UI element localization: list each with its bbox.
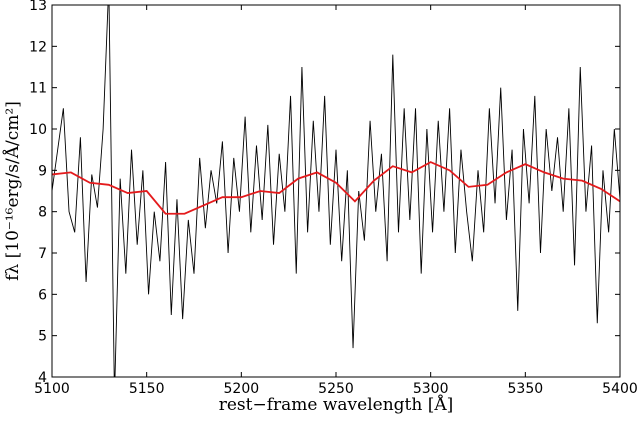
y-tick-label: 6 (38, 287, 47, 303)
axes-frame (51, 4, 621, 378)
y-tick-label: 5 (38, 329, 47, 345)
x-tick-label: 5400 (602, 381, 637, 397)
x-tick-label: 5250 (318, 381, 354, 397)
y-tick-label: 8 (38, 205, 47, 221)
y-tick-label: 13 (29, 0, 47, 14)
y-tick-label: 10 (29, 122, 47, 138)
y-axis-label: fλ [10⁻¹⁶erg/s/Å/cm²] (2, 101, 23, 281)
x-tick-label: 5350 (508, 381, 544, 397)
y-tick-label: 11 (29, 81, 47, 97)
x-tick-label: 5200 (224, 381, 260, 397)
y-tick-label: 9 (38, 163, 47, 179)
y-tick-label: 7 (38, 246, 47, 262)
plot-area (52, 5, 620, 377)
spectrum-line (52, 5, 620, 377)
x-tick-label: 5300 (413, 381, 449, 397)
x-tick-label: 5150 (129, 381, 165, 397)
y-tick-label: 12 (29, 39, 47, 55)
x-axis-label: rest−frame wavelength [Å] (219, 394, 454, 415)
x-tick-label: 5100 (34, 381, 70, 397)
spectrum-line (52, 161, 620, 215)
y-tick-label: 4 (38, 370, 47, 386)
